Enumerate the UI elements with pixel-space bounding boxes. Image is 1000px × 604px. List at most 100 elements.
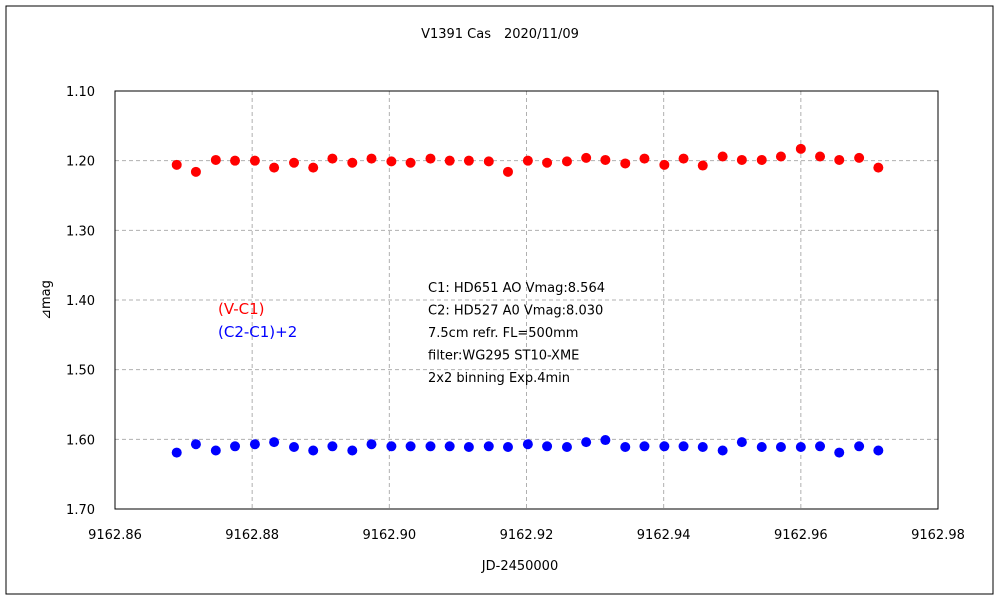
point-c2-c1 (736, 437, 747, 448)
point-v-c1 (249, 155, 260, 166)
y-tick-label: 1.50 (66, 364, 95, 379)
point-v-c1 (230, 155, 241, 166)
annotation-text: 7.5cm refr. FL=500mm (428, 326, 578, 341)
point-v-c1 (425, 153, 436, 164)
point-c2-c1 (561, 441, 572, 452)
y-axis-label: ⊿mag (39, 280, 54, 320)
plot-area (114, 90, 939, 510)
point-v-c1 (347, 157, 358, 168)
y-tick-label: 1.60 (66, 433, 95, 448)
x-tick-label: 9162.96 (774, 528, 828, 543)
point-c2-c1 (581, 437, 592, 448)
point-v-c1 (327, 153, 338, 164)
point-c2-c1 (854, 441, 865, 452)
point-c2-c1 (873, 445, 884, 456)
point-c2-c1 (171, 447, 182, 458)
point-v-c1 (717, 151, 728, 162)
point-v-c1 (210, 154, 221, 165)
legend-v-c1: (V-C1) (218, 300, 265, 318)
point-c2-c1 (444, 441, 455, 452)
y-tick-label: 1.30 (66, 224, 95, 239)
point-v-c1 (815, 151, 826, 162)
point-v-c1 (639, 153, 650, 164)
point-c2-c1 (697, 441, 708, 452)
point-v-c1 (834, 154, 845, 165)
point-c2-c1 (678, 441, 689, 452)
x-tick-label: 9162.90 (362, 528, 416, 543)
point-c2-c1 (834, 447, 845, 458)
point-v-c1 (502, 166, 513, 177)
point-c2-c1 (522, 439, 533, 450)
point-v-c1 (561, 156, 572, 167)
point-v-c1 (522, 155, 533, 166)
annotation-text: C1: HD651 AO Vmag:8.564 (428, 281, 605, 296)
point-c2-c1 (717, 445, 728, 456)
point-c2-c1 (659, 441, 670, 452)
point-v-c1 (444, 155, 455, 166)
y-tick-label: 1.20 (66, 155, 95, 170)
point-c2-c1 (366, 439, 377, 450)
point-c2-c1 (269, 437, 280, 448)
point-c2-c1 (190, 439, 201, 450)
point-c2-c1 (795, 441, 806, 452)
point-v-c1 (697, 160, 708, 171)
point-c2-c1 (327, 441, 338, 452)
point-c2-c1 (347, 445, 358, 456)
point-c2-c1 (463, 441, 474, 452)
point-v-c1 (483, 156, 494, 167)
x-tick-label: 9162.92 (500, 528, 554, 543)
point-c2-c1 (620, 441, 631, 452)
chart-frame (5, 5, 994, 595)
point-c2-c1 (386, 441, 397, 452)
point-v-c1 (736, 154, 747, 165)
point-v-c1 (269, 162, 280, 173)
point-c2-c1 (425, 441, 436, 452)
point-v-c1 (795, 143, 806, 154)
point-c2-c1 (249, 439, 260, 450)
point-v-c1 (659, 159, 670, 170)
point-v-c1 (775, 151, 786, 162)
point-v-c1 (386, 156, 397, 167)
y-tick-label: 1.40 (66, 294, 95, 309)
point-c2-c1 (405, 441, 416, 452)
point-v-c1 (756, 154, 767, 165)
legend-c2-c1: (C2-C1)+2 (218, 323, 297, 341)
chart-title: V1391 Cas 2020/11/09 (421, 27, 579, 42)
point-v-c1 (620, 158, 631, 169)
annotation-text: filter:WG295 ST10-XME (428, 349, 579, 364)
point-v-c1 (308, 162, 319, 173)
point-c2-c1 (308, 445, 319, 456)
y-tick-label: 1.10 (66, 85, 95, 100)
point-v-c1 (405, 157, 416, 168)
point-c2-c1 (775, 441, 786, 452)
point-v-c1 (854, 152, 865, 163)
y-tick-label: 1.70 (66, 503, 95, 518)
x-tick-label: 9162.86 (88, 528, 142, 543)
point-v-c1 (678, 153, 689, 164)
point-v-c1 (542, 157, 553, 168)
point-c2-c1 (756, 441, 767, 452)
point-c2-c1 (483, 441, 494, 452)
point-c2-c1 (542, 441, 553, 452)
point-c2-c1 (815, 441, 826, 452)
x-axis-label: JD-2450000 (481, 559, 558, 574)
point-c2-c1 (639, 441, 650, 452)
point-c2-c1 (600, 435, 611, 446)
point-v-c1 (600, 154, 611, 165)
point-v-c1 (873, 162, 884, 173)
point-v-c1 (366, 153, 377, 164)
point-v-c1 (171, 159, 182, 170)
x-tick-label: 9162.98 (911, 528, 965, 543)
point-v-c1 (581, 152, 592, 163)
point-v-c1 (289, 157, 300, 168)
annotation-text: 2x2 binning Exp.4min (428, 371, 570, 386)
point-v-c1 (463, 155, 474, 166)
point-c2-c1 (289, 441, 300, 452)
point-c2-c1 (230, 441, 241, 452)
point-c2-c1 (502, 441, 513, 452)
annotation-text: C2: HD527 A0 Vmag:8.030 (428, 304, 603, 319)
x-tick-label: 9162.88 (225, 528, 279, 543)
x-tick-label: 9162.94 (637, 528, 691, 543)
